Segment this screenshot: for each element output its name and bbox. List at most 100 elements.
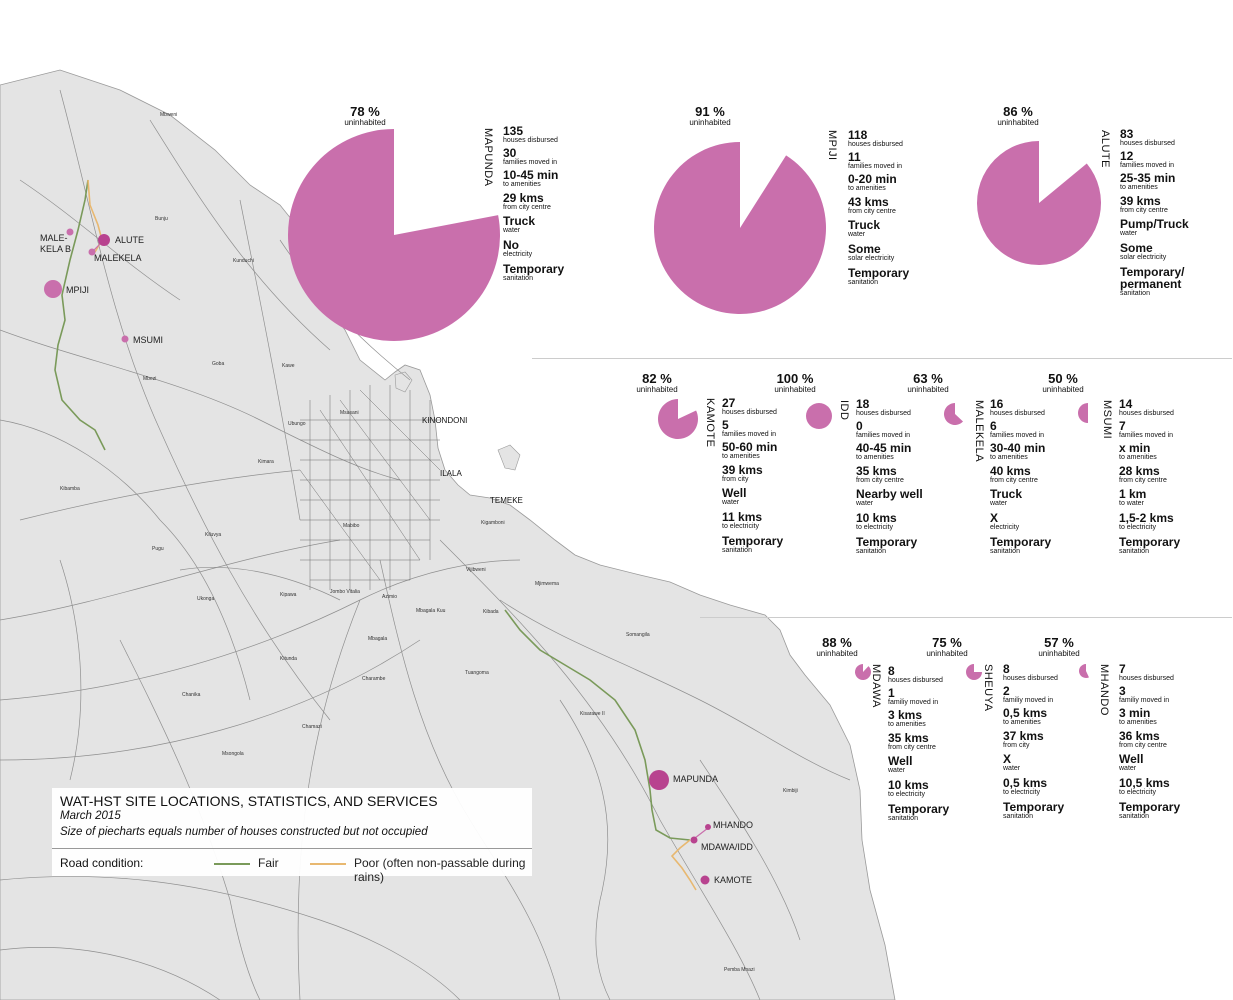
stat-unit: to amenities <box>888 721 926 728</box>
pct-alute: 86 % uninhabited <box>993 105 1043 127</box>
pct-caption: uninhabited <box>1042 385 1084 394</box>
stat-value: Nearby well <box>856 487 923 501</box>
stat-value: 3 <box>1119 684 1126 698</box>
stat-value: 40-45 min <box>856 441 912 455</box>
stat-item: Temporary sanitation <box>503 263 564 283</box>
site-label-mpiji: MPIJI <box>66 285 90 295</box>
stat-value: Temporary/ permanent <box>1120 265 1185 291</box>
stat-value: 28 kms <box>1119 464 1160 478</box>
site-dot-alute[interactable] <box>98 234 110 246</box>
stat-value: 35 kms <box>888 731 929 745</box>
stat-item: 0,5 kms to electricity <box>1003 777 1064 797</box>
pct-caption: uninhabited <box>689 118 731 127</box>
legend-divider <box>52 848 532 849</box>
stat-unit: water <box>1119 765 1137 772</box>
site-dot-malekela-b[interactable] <box>66 228 74 236</box>
pct-value: 63 % <box>913 371 943 386</box>
stat-value: Pump/Truck <box>1120 217 1189 231</box>
stat-item: 12 families moved in <box>1120 150 1233 170</box>
site-dot-mhando[interactable] <box>705 824 711 830</box>
stats-mhando: 7 houses disbursed 3 familiy moved in 3 min t… <box>1119 663 1180 821</box>
stat-value: 30 <box>503 146 517 160</box>
site-dot-kamote[interactable] <box>700 875 710 885</box>
stat-unit: houses disbursed <box>503 137 558 144</box>
stat-value: X <box>1003 752 1012 766</box>
stat-item: 0,5 kms to amenities <box>1003 707 1064 727</box>
stat-item: 35 kms from city centre <box>888 732 949 752</box>
stat-unit: to electricity <box>722 523 759 530</box>
map-place-label: Mbagala <box>368 636 388 642</box>
site-label-malekela: MALEKELA <box>94 253 142 263</box>
stat-value: 10 kms <box>856 511 897 525</box>
stats-alute: 83 houses disbursed 12 families moved in 25-… <box>1120 128 1233 298</box>
site-dot-malekela[interactable] <box>88 248 96 256</box>
village-name-idd: IDD <box>838 400 850 421</box>
stat-value: 135 <box>503 124 524 138</box>
site-dot-msumi[interactable] <box>121 335 129 343</box>
pct-mhando: 57 % uninhabited <box>1034 636 1084 658</box>
map-place-label: Ukonga <box>197 596 215 602</box>
legend-road-label: Road condition: <box>60 856 144 870</box>
stat-unit: houses disbursed <box>722 409 777 416</box>
map-place-label: Goba <box>212 361 225 367</box>
stat-item: 11 families moved in <box>848 151 909 171</box>
stat-item: Truck water <box>990 488 1051 508</box>
stat-unit: water <box>848 231 866 238</box>
stat-unit: houses disbursed <box>1003 675 1058 682</box>
stat-value: 8 <box>1003 662 1010 676</box>
legend-fair-line <box>214 863 250 865</box>
stat-item: 8 houses disbursed <box>1003 663 1064 683</box>
stat-unit: to amenities <box>503 181 541 188</box>
stat-unit: water <box>503 227 521 234</box>
stat-value: Well <box>722 486 747 500</box>
stat-unit: sanitation <box>1119 548 1149 555</box>
stat-unit: water <box>856 500 874 507</box>
stat-value: 37 kms <box>1003 729 1044 743</box>
legend-note: Size of piecharts equals number of house… <box>60 826 428 838</box>
stat-value: 0 <box>856 419 863 433</box>
stat-unit: houses disbursed <box>1120 140 1175 147</box>
village-name-alute: ALUTE <box>1099 130 1111 168</box>
stat-unit: houses disbursed <box>990 410 1045 417</box>
stats-malekela: 16 houses disbursed 6 families moved in 30-4… <box>990 398 1051 556</box>
stat-unit: sanitation <box>1119 813 1149 820</box>
stat-item: 8 houses disbursed <box>888 665 949 685</box>
stat-item: 29 kms from city centre <box>503 192 564 212</box>
stat-item: Nearby well water <box>856 488 923 508</box>
pct-value: 91 % <box>695 104 725 119</box>
map-place-label: Mjimwema <box>535 581 559 587</box>
pct-value: 78 % <box>350 104 380 119</box>
stat-item: 11 kms to electricity <box>722 511 783 531</box>
stat-value: Well <box>888 754 913 768</box>
map-place-label: Pemba Mnazi <box>724 967 755 973</box>
city-grid <box>299 385 441 590</box>
mhando-link <box>694 827 709 839</box>
pie-slice-uninhabited <box>1078 403 1088 423</box>
pct-value: 50 % <box>1048 371 1078 386</box>
stat-unit: solar electricity <box>848 255 895 262</box>
island <box>497 444 521 471</box>
stat-item: Well water <box>1119 753 1180 773</box>
site-dot-mdawa-idd[interactable] <box>690 836 698 844</box>
pie-slice-uninhabited <box>855 664 871 680</box>
map-place-label: Kigamboni <box>481 520 505 526</box>
map-place-label: Kimara <box>258 459 274 465</box>
stat-value: 1 <box>888 686 895 700</box>
stat-value: Temporary <box>722 534 784 548</box>
stat-value: 30-40 min <box>990 441 1046 455</box>
stat-item: Pump/Truck water <box>1120 218 1233 238</box>
village-name-msumi: MSUMI <box>1101 400 1113 440</box>
pie-mdawa <box>855 664 871 680</box>
stat-item: 3 familiy moved in <box>1119 685 1180 705</box>
village-name-mapunda: MAPUNDA <box>482 128 494 187</box>
stat-unit: water <box>1003 765 1021 772</box>
stat-value: 7 <box>1119 419 1126 433</box>
stat-value: Temporary <box>1003 800 1065 814</box>
site-dot-mapunda[interactable] <box>649 770 669 790</box>
pie-slice-uninhabited <box>966 664 982 680</box>
site-dot-mpiji[interactable] <box>44 280 62 298</box>
pct-caption: uninhabited <box>926 649 968 658</box>
stats-msumi: 14 houses disbursed 7 families moved in x mi… <box>1119 398 1180 556</box>
